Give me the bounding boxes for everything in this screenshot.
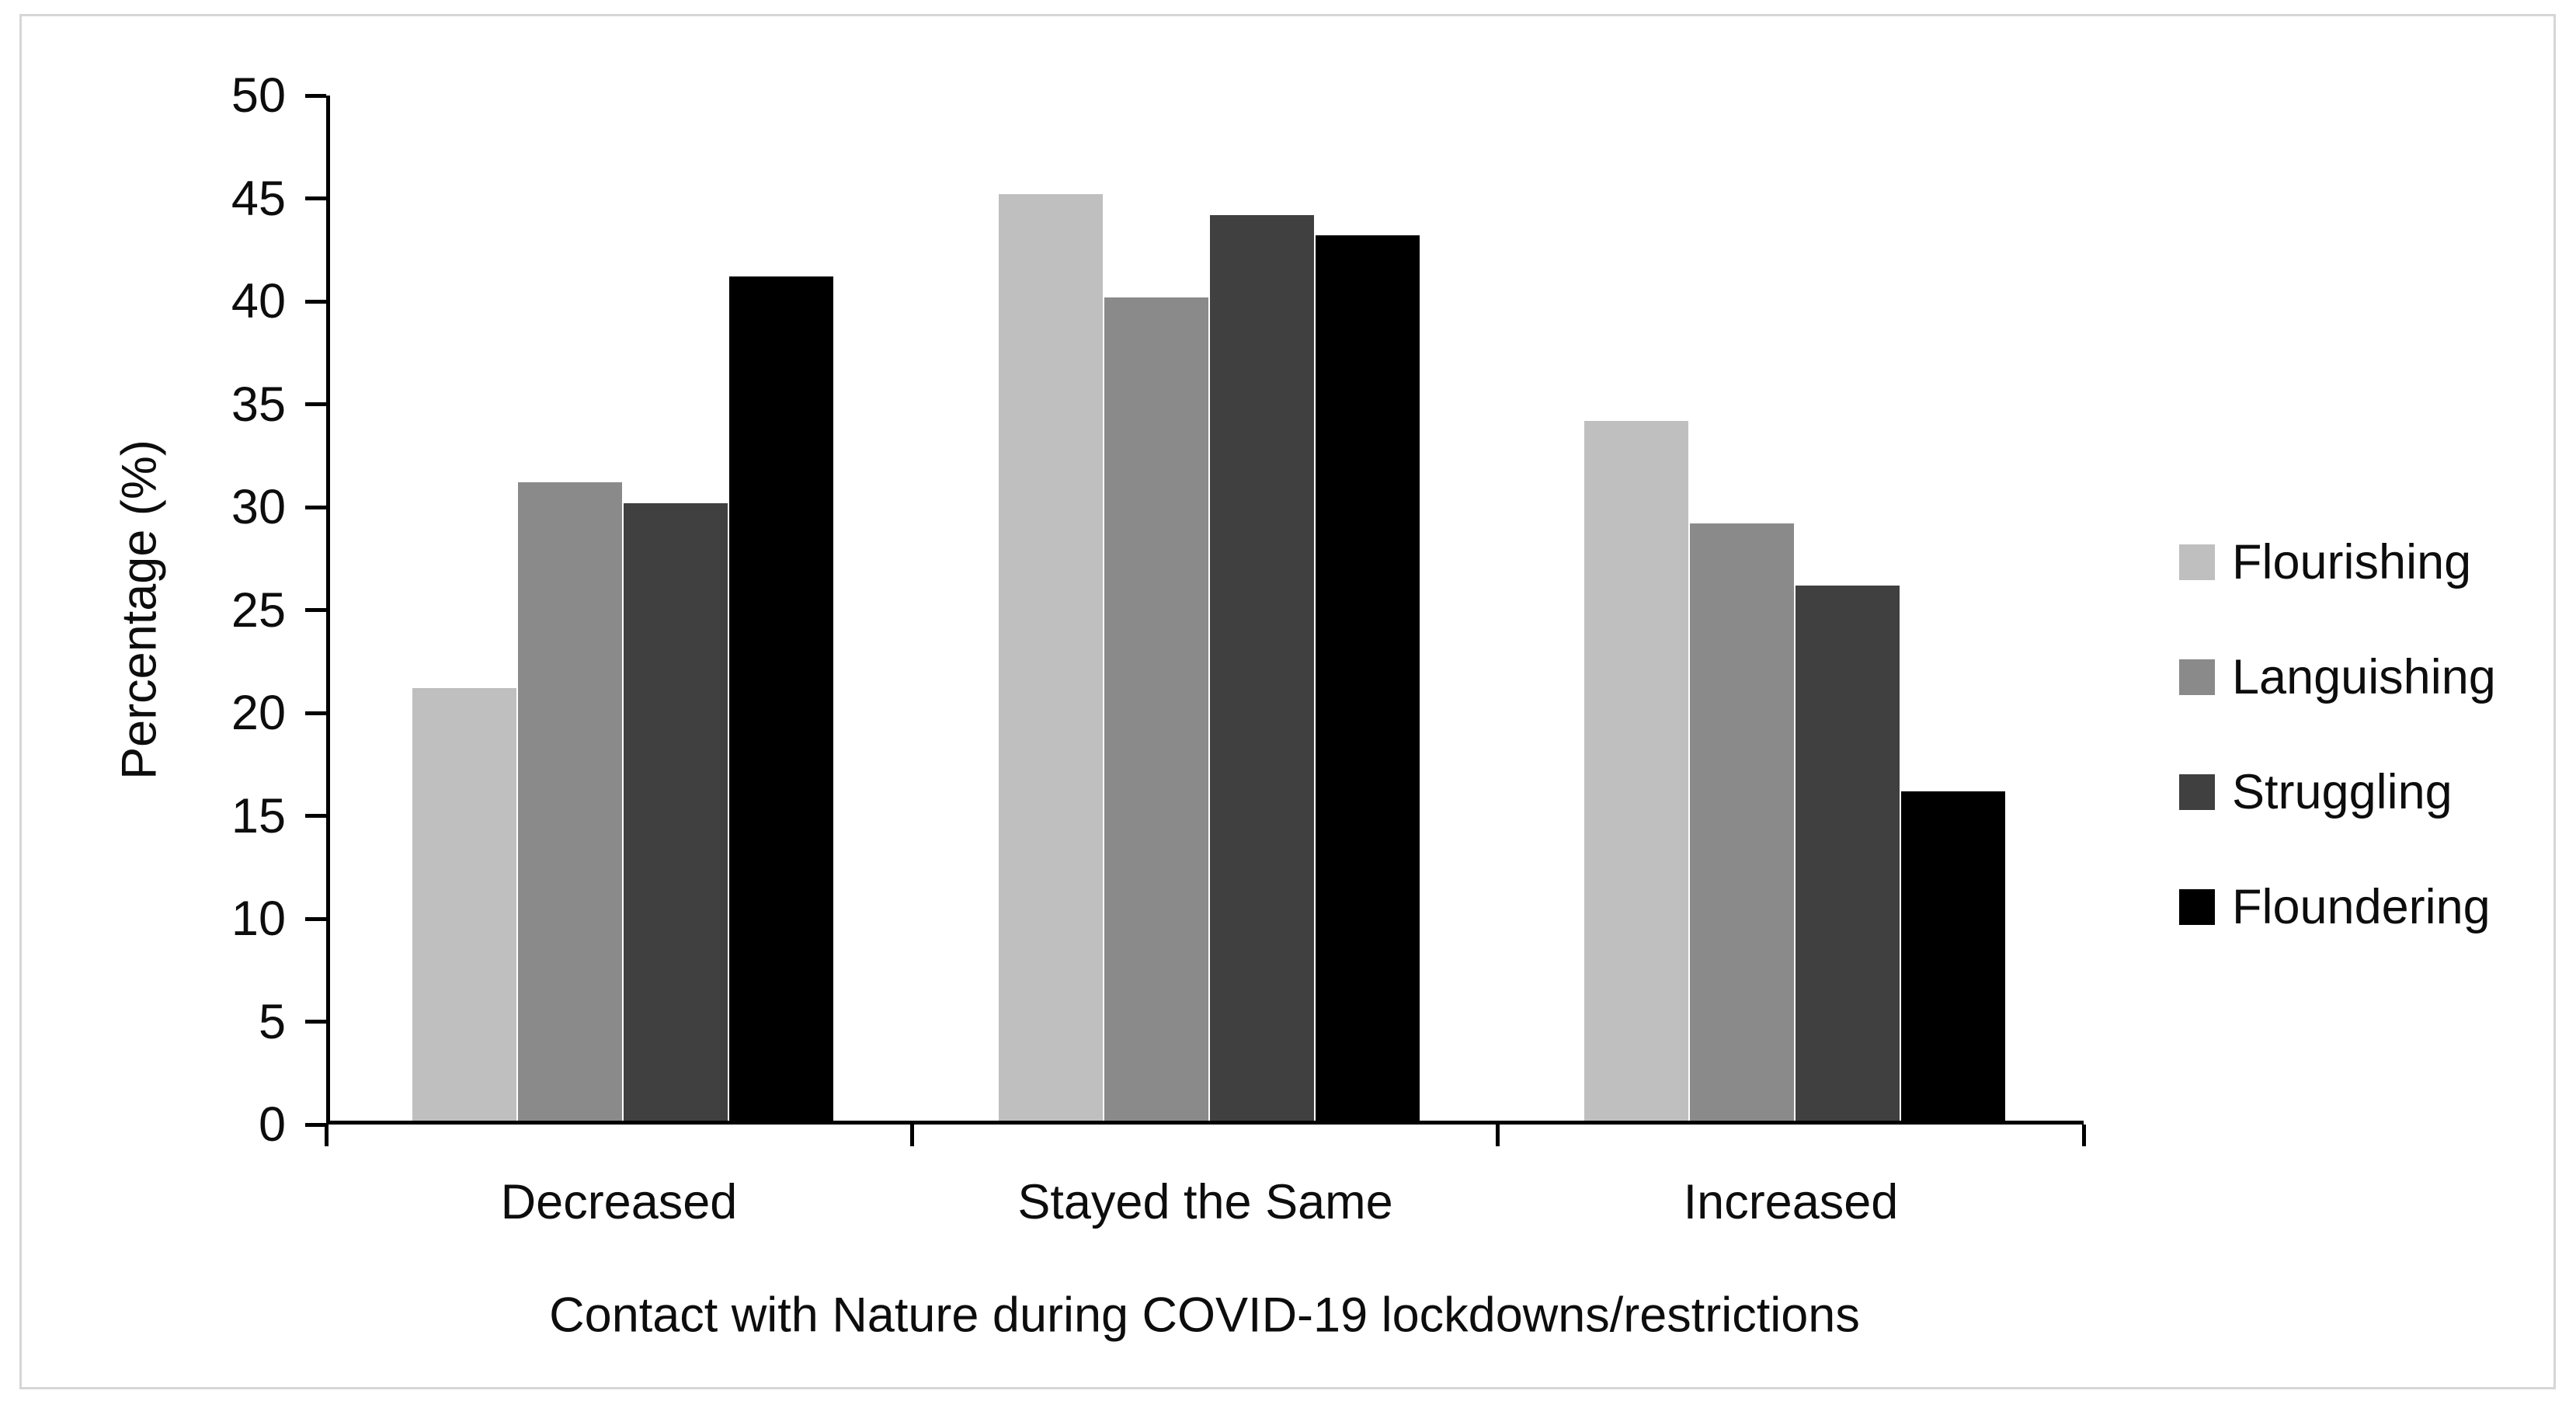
legend-label: Struggling xyxy=(2232,764,2453,819)
y-tick-mark xyxy=(305,1123,326,1127)
y-tick-label: 45 xyxy=(231,172,286,226)
x-tick-mark xyxy=(1496,1125,1500,1146)
bar-flourishing-decreased xyxy=(412,688,516,1121)
bar-languishing-increased xyxy=(1690,523,1794,1121)
legend-swatch-icon xyxy=(2179,659,2215,695)
bar-flourishing-stayed-the-same xyxy=(999,194,1103,1121)
bar-flourishing-increased xyxy=(1584,421,1688,1121)
plot-area xyxy=(326,96,2084,1125)
y-tick-label: 50 xyxy=(231,68,286,123)
x-category-label: Decreased xyxy=(500,1175,738,1229)
bar-floundering-decreased xyxy=(729,276,833,1121)
legend-swatch-icon xyxy=(2179,889,2215,925)
y-tick-label: 15 xyxy=(231,789,286,843)
x-tick-mark xyxy=(2082,1125,2086,1146)
y-tick-mark xyxy=(305,1020,326,1024)
y-tick-mark xyxy=(305,402,326,406)
legend-swatch-icon xyxy=(2179,544,2215,580)
chart-frame: Percentage (%) 0 5 10 15 20 25 30 35 40 45 50 Decr… xyxy=(19,14,2556,1389)
legend-swatch-icon xyxy=(2179,774,2215,810)
y-tick-mark xyxy=(305,94,326,98)
y-tick-label: 25 xyxy=(231,583,286,638)
bar-floundering-stayed-the-same xyxy=(1316,235,1420,1121)
legend-label: Floundering xyxy=(2232,879,2491,934)
x-category-label: Increased xyxy=(1683,1175,1899,1229)
y-tick-label: 40 xyxy=(231,274,286,329)
bar-struggling-stayed-the-same xyxy=(1210,215,1314,1121)
legend-item-struggling: Struggling xyxy=(2179,756,2453,828)
bar-floundering-increased xyxy=(1901,791,2005,1121)
y-tick-label: 20 xyxy=(231,686,286,740)
y-tick-mark xyxy=(305,300,326,304)
y-tick-mark xyxy=(305,506,326,509)
y-tick-mark xyxy=(305,814,326,818)
y-tick-label: 30 xyxy=(231,480,286,534)
x-tick-mark xyxy=(910,1125,914,1146)
bar-struggling-increased xyxy=(1796,586,1900,1121)
x-category-label: Stayed the Same xyxy=(1017,1175,1393,1229)
y-tick-label: 5 xyxy=(258,995,286,1049)
y-tick-mark xyxy=(305,608,326,612)
bar-languishing-stayed-the-same xyxy=(1104,297,1208,1121)
x-tick-mark xyxy=(325,1125,329,1146)
y-tick-label: 10 xyxy=(231,892,286,946)
legend-item-flourishing: Flourishing xyxy=(2179,527,2471,598)
y-tick-label: 0 xyxy=(258,1097,286,1152)
y-tick-mark xyxy=(305,196,326,200)
y-tick-label: 35 xyxy=(231,377,286,432)
y-tick-mark xyxy=(305,711,326,715)
bar-languishing-decreased xyxy=(518,482,622,1121)
legend-item-floundering: Floundering xyxy=(2179,871,2491,943)
x-axis-title: Contact with Nature during COVID-19 lock… xyxy=(549,1288,1860,1343)
legend-label: Flourishing xyxy=(2232,534,2472,589)
legend-label: Languishing xyxy=(2232,649,2496,704)
bar-struggling-decreased xyxy=(624,503,728,1121)
legend-item-languishing: Languishing xyxy=(2179,641,2496,713)
y-tick-mark xyxy=(305,917,326,921)
